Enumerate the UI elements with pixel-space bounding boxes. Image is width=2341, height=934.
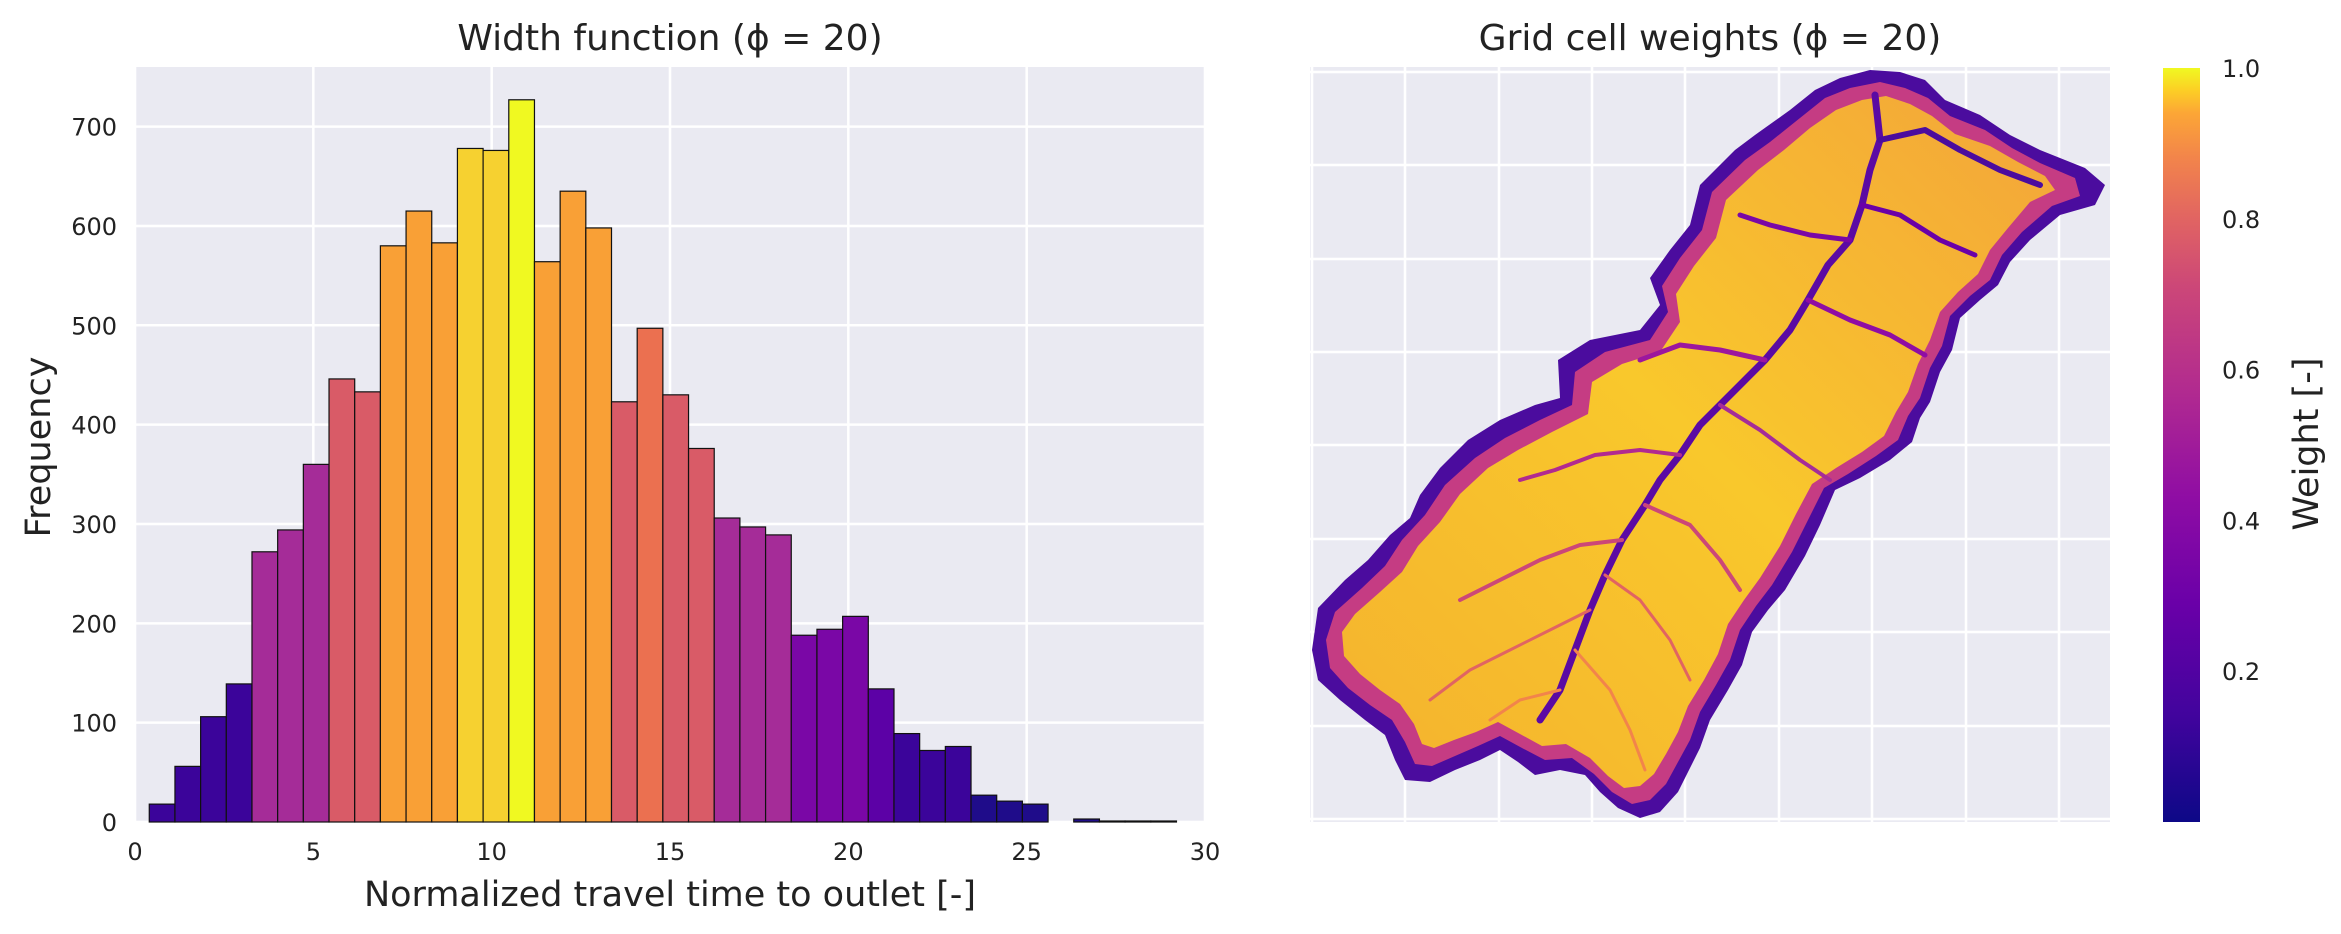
histogram-y-tick-label: 0 bbox=[102, 809, 117, 837]
histogram-bar bbox=[277, 529, 304, 823]
histogram-bar bbox=[251, 551, 279, 823]
histogram-bar bbox=[662, 394, 690, 823]
histogram-y-axis-label: Frequency bbox=[19, 357, 59, 538]
tributary-9 bbox=[1643, 503, 1742, 592]
histogram-x-tick-label: 30 bbox=[1190, 838, 1221, 866]
histogram-bar bbox=[867, 688, 895, 823]
tributary-10 bbox=[1428, 608, 1592, 702]
tributary-8 bbox=[1458, 538, 1624, 602]
histogram-bar bbox=[559, 190, 587, 823]
histogram-x-ticks: 0 5 10 15 20 25 30 bbox=[127, 838, 1220, 866]
tributary-6 bbox=[1718, 403, 1832, 482]
histogram-bar bbox=[148, 803, 176, 823]
catchment-raster bbox=[1312, 70, 2105, 818]
histogram-y-tick-label: 700 bbox=[71, 114, 117, 142]
histogram-y-tick-label: 600 bbox=[71, 213, 117, 241]
histogram-x-tick-label: 25 bbox=[1011, 838, 1042, 866]
histogram-bar bbox=[225, 683, 253, 823]
colorbar-ticks: 0.2 0.4 0.6 0.8 1.0 bbox=[2222, 55, 2260, 686]
colorbar-tick-label: 1.0 bbox=[2222, 55, 2260, 83]
tributary-11 bbox=[1603, 573, 1692, 682]
tributary-4 bbox=[1805, 297, 1928, 358]
histogram-y-tick-label: 200 bbox=[71, 610, 117, 638]
histogram-y-tick-label: 300 bbox=[71, 511, 117, 539]
histogram-bar bbox=[482, 149, 510, 823]
histogram-x-tick-label: 10 bbox=[476, 838, 507, 866]
histogram-bar bbox=[302, 463, 330, 823]
histogram-y-tick-label: 400 bbox=[71, 412, 117, 440]
histogram-bar bbox=[1124, 820, 1152, 823]
histogram-x-tick-label: 15 bbox=[655, 838, 686, 866]
tributary-13 bbox=[1488, 688, 1562, 722]
histogram-bar bbox=[816, 628, 844, 823]
histogram-bars bbox=[148, 99, 1178, 823]
histogram-bar bbox=[764, 534, 792, 823]
histogram-x-tick-label: 5 bbox=[306, 838, 321, 866]
histogram-bar bbox=[944, 745, 972, 823]
weights-map-title: Grid cell weights (ϕ = 20) bbox=[1479, 18, 1942, 59]
histogram-bar bbox=[379, 245, 407, 823]
histogram-y-tick-label: 500 bbox=[71, 312, 117, 340]
catchment-outline-bright bbox=[1342, 96, 2055, 788]
colorbar-tick-label: 0.4 bbox=[2222, 507, 2260, 535]
tributary-7 bbox=[1518, 448, 1682, 482]
histogram-bar bbox=[1150, 820, 1178, 823]
histogram-panel: 0 5 10 15 20 25 30 0 100 200 300 400 500 600 700 Widt… bbox=[19, 18, 1220, 915]
drainage-channels bbox=[1428, 91, 2043, 772]
colorbar-tick-label: 0.2 bbox=[2222, 658, 2260, 686]
histogram-bar bbox=[1098, 820, 1126, 823]
histogram-bar bbox=[687, 447, 715, 823]
weights-map-panel: Grid cell weights (ϕ = 20) bbox=[1310, 18, 2110, 822]
colorbar-gradient bbox=[2163, 68, 2200, 822]
tributary-3 bbox=[1737, 212, 1853, 243]
histogram-bar bbox=[739, 526, 767, 823]
colorbar-label: Weight [-] bbox=[2287, 357, 2327, 530]
histogram-bar bbox=[585, 227, 613, 823]
histogram-bar bbox=[636, 327, 664, 823]
histogram-y-tick-label: 100 bbox=[71, 710, 117, 738]
histogram-title: Width function (ϕ = 20) bbox=[457, 18, 882, 59]
tributary-2 bbox=[1859, 202, 1978, 258]
tributary-12 bbox=[1573, 648, 1647, 772]
histogram-bar bbox=[919, 749, 946, 823]
histogram-bar bbox=[354, 391, 381, 823]
histogram-x-tick-label: 20 bbox=[833, 838, 864, 866]
histogram-bar bbox=[328, 378, 356, 823]
tributary-1 bbox=[1877, 127, 2043, 188]
histogram-bar bbox=[893, 732, 921, 823]
histogram-bar bbox=[200, 716, 227, 823]
histogram-bar bbox=[431, 242, 459, 823]
histogram-bar bbox=[842, 615, 869, 823]
histogram-x-tick-label: 0 bbox=[127, 838, 142, 866]
histogram-bar bbox=[533, 261, 561, 823]
histogram-bar bbox=[1021, 803, 1049, 823]
histogram-bar bbox=[996, 800, 1023, 823]
histogram-bar bbox=[610, 401, 638, 823]
histogram-bar bbox=[405, 210, 433, 823]
tributary-5 bbox=[1637, 342, 1768, 363]
histogram-bar bbox=[970, 794, 998, 823]
colorbar-tick-label: 0.8 bbox=[2222, 206, 2260, 234]
histogram-bar bbox=[713, 517, 741, 823]
histogram-y-ticks: 0 100 200 300 400 500 600 700 bbox=[71, 114, 117, 837]
colorbar-tick-label: 0.6 bbox=[2222, 357, 2260, 385]
histogram-bar bbox=[1073, 818, 1101, 823]
histogram-bar bbox=[456, 147, 484, 823]
histogram-x-axis-label: Normalized travel time to outlet [-] bbox=[364, 875, 976, 915]
histogram-bar bbox=[508, 99, 536, 823]
colorbar: 0.2 0.4 0.6 0.8 1.0 Weight [-] bbox=[2163, 55, 2327, 822]
histogram-bar bbox=[174, 765, 202, 823]
histogram-bar bbox=[790, 634, 818, 823]
